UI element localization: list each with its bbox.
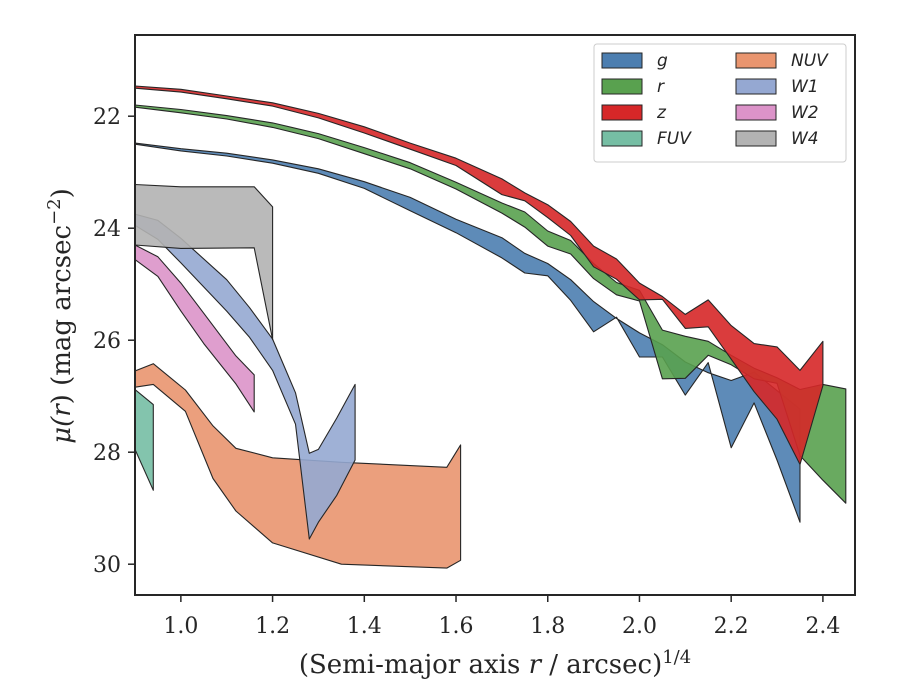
- band-w1: [135, 213, 356, 540]
- legend-label-w1: W1: [791, 77, 819, 97]
- legend-swatch-w2: [735, 104, 777, 121]
- y-tick-label: 22: [93, 105, 121, 130]
- band-nuv: [135, 363, 462, 569]
- legend-label-w4: W4: [791, 129, 819, 149]
- series-layer: [135, 85, 847, 569]
- legend-swatch-g: [601, 52, 643, 69]
- legend-label-z: z: [656, 103, 667, 123]
- band-fuv: [135, 388, 154, 491]
- axis-ticks: 1.0 1.2 1.4 1.6 1.8 2.0 2.2 2.4 22 24 26 28 30: [93, 105, 840, 639]
- y-tick-label: 28: [93, 441, 121, 466]
- band-g: [135, 142, 801, 523]
- x-tick-label: 1.8: [530, 614, 565, 639]
- legend-box: [593, 43, 847, 163]
- x-tick-label: 1.4: [347, 614, 382, 639]
- legend-swatch-w4: [735, 130, 777, 147]
- legend-swatch-nuv: [735, 52, 777, 69]
- legend-label-g: g: [657, 51, 668, 71]
- band-z: [135, 85, 824, 466]
- x-tick-label: 2.4: [805, 614, 840, 639]
- x-tick-label: 2.2: [714, 614, 749, 639]
- band-w4: [135, 183, 274, 341]
- legend-swatch-fuv: [601, 130, 643, 147]
- legend: grz FUV NUV W1 W2 W4: [593, 43, 847, 163]
- legend-swatch-r: [601, 78, 643, 95]
- y-tick-label: 30: [93, 553, 121, 578]
- x-tick-label: 2.0: [622, 614, 657, 639]
- y-axis-label: μ(r) (mag arcsec−2): [44, 188, 78, 444]
- legend-label-nuv: NUV: [791, 51, 829, 71]
- x-axis-label: (Semi-major axis r / arcsec)1/4: [299, 647, 691, 681]
- y-tick-label: 24: [93, 217, 121, 242]
- y-tick-label: 26: [93, 329, 121, 354]
- x-tick-label: 1.0: [163, 614, 198, 639]
- legend-label-fuv: FUV: [657, 129, 692, 149]
- legend-label-r: r: [657, 77, 665, 97]
- legend-swatch-w1: [735, 78, 777, 95]
- legend-label-w2: W2: [791, 103, 819, 123]
- band-r: [135, 104, 847, 504]
- x-tick-label: 1.6: [439, 614, 474, 639]
- band-w2: [135, 244, 255, 413]
- x-tick-label: 1.2: [255, 614, 290, 639]
- legend-swatch-z: [601, 104, 643, 121]
- plot-frame: [134, 34, 856, 596]
